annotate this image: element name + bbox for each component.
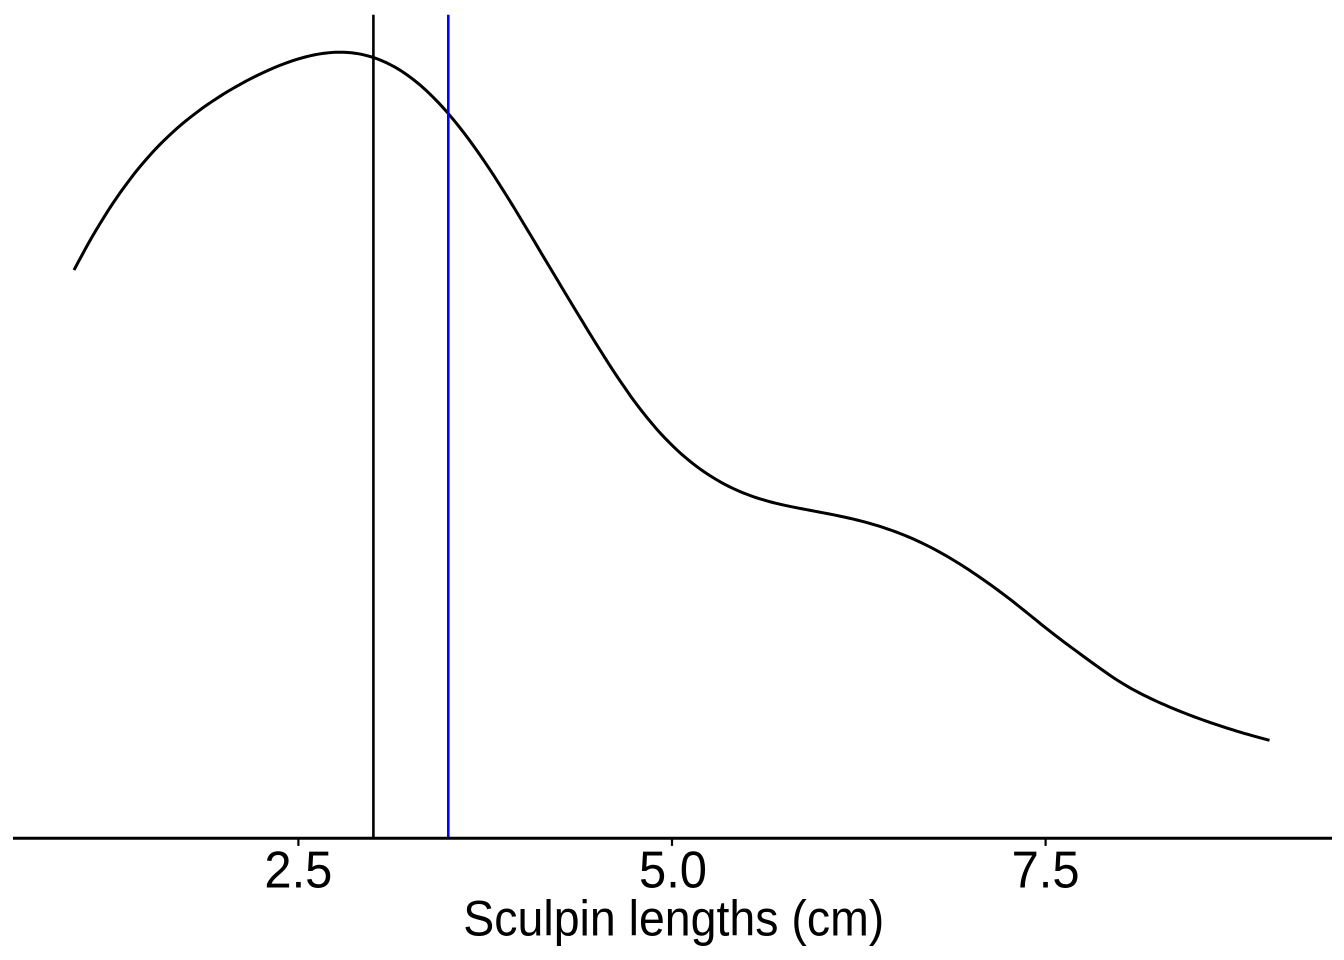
svg-text:Sculpin lengths (cm): Sculpin lengths (cm) <box>463 889 884 946</box>
svg-text:2.5: 2.5 <box>264 841 332 899</box>
svg-text:7.5: 7.5 <box>1012 841 1080 899</box>
svg-text:5.0: 5.0 <box>639 841 707 899</box>
